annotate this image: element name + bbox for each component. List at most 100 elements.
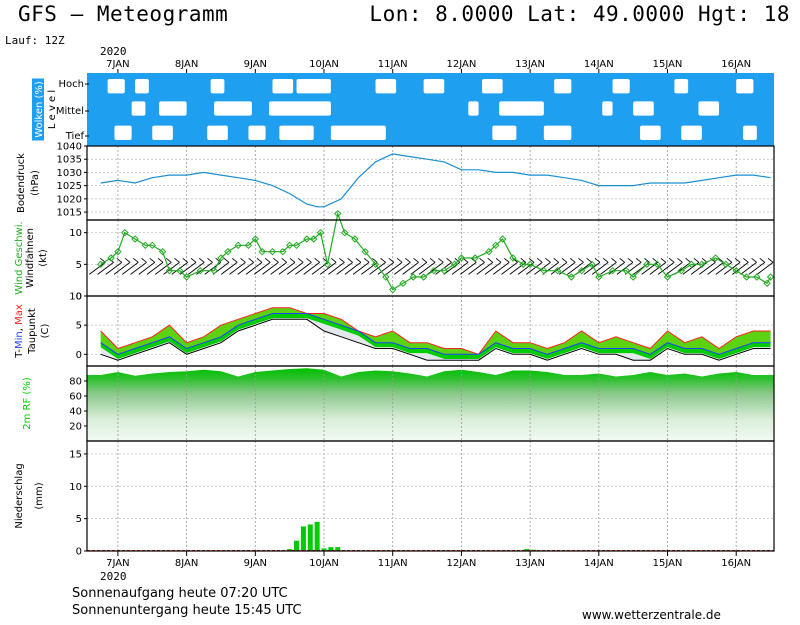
temp-range-fill-light: [100, 307, 771, 355]
wind-barb: [591, 261, 609, 275]
wind-point: [553, 266, 562, 275]
wind-barb-flag: [520, 257, 527, 263]
wind-barb: [278, 261, 296, 275]
rh-tick-label: 20: [69, 422, 82, 433]
wind-barb: [122, 261, 139, 275]
wind-barb: [154, 261, 172, 275]
wind-point: [234, 241, 242, 250]
wind-point: [279, 247, 287, 256]
wind-ylabel2-group: Windfahnen: [25, 228, 36, 288]
precip-tick-label: 10: [69, 482, 82, 493]
wind-barb-flag: [685, 257, 691, 263]
wind-point: [141, 241, 150, 250]
wind-point: [687, 260, 696, 269]
wind-barb: [361, 261, 378, 275]
pressure-tick-label: 1025: [57, 181, 82, 192]
wind-barb-flag: [355, 257, 362, 263]
pressure-tick-label: 1035: [57, 155, 82, 166]
wind-point: [389, 285, 397, 294]
wind-barb: [303, 261, 320, 275]
wind-point: [663, 273, 672, 281]
pressure-tick-label: 1020: [57, 194, 82, 205]
wind-barb-flag: [644, 257, 650, 263]
wind-barb-flag: [479, 257, 485, 263]
wind-barb-flag: [619, 257, 625, 263]
wind-point: [588, 260, 596, 269]
day-label-top: 12JAN: [447, 59, 477, 70]
cloud-gap: [269, 101, 331, 116]
wind-barb: [649, 261, 667, 275]
day-label-bottom: 7JAN: [106, 558, 129, 569]
wind-barb-flag: [314, 257, 320, 263]
wind-barb-flag: [668, 257, 675, 263]
cloud-gap: [131, 101, 146, 116]
wind-barb: [740, 261, 757, 275]
wind-barb: [756, 261, 774, 275]
cloud-gap: [698, 101, 720, 116]
cloud-gap: [210, 79, 225, 94]
wind-barb: [385, 261, 403, 275]
wind-point: [114, 247, 122, 256]
wind-barb-flag: [149, 257, 156, 263]
wind-barb: [550, 261, 568, 275]
cloud-level-label: Mittel: [56, 106, 84, 117]
wind-barb-flag: [693, 257, 700, 263]
wind-barb: [418, 261, 436, 275]
wind-point: [526, 260, 534, 269]
wind-barb-flag: [602, 257, 609, 263]
wind-point: [485, 247, 493, 256]
wind-barb-flag: [215, 257, 222, 263]
cloud-gap: [543, 125, 572, 140]
wind-point: [182, 273, 191, 281]
wind-barb: [377, 261, 395, 275]
cloud-gap: [330, 125, 386, 140]
wind-barb-flag: [223, 257, 230, 263]
cloud-gap: [602, 101, 613, 116]
wind-ylabel-group: Wind Geschwi.: [14, 221, 25, 294]
wind-barb: [427, 261, 444, 275]
wind-barb: [352, 261, 370, 275]
precip-bar: [294, 540, 300, 551]
precip-bar: [335, 547, 341, 551]
wind-barb-flag: [718, 257, 724, 263]
wind-barb-flag: [174, 257, 180, 263]
wind-barb-flag: [240, 257, 246, 263]
cloud-gap: [272, 79, 294, 94]
cloud-gap: [375, 79, 397, 94]
source-link[interactable]: www.wetterzentrale.de: [582, 608, 721, 622]
wind-point: [753, 273, 761, 281]
wind-point: [251, 235, 260, 243]
wind-barb: [295, 261, 312, 275]
day-label-top: 14JAN: [584, 59, 614, 70]
wind-barb-flag: [256, 257, 263, 263]
pressure-unit: (hPa): [30, 170, 41, 196]
cloud-gap: [482, 79, 503, 94]
rh-ylabel: 2m RF (%): [22, 377, 33, 430]
wind-barb: [328, 261, 345, 275]
wind-barb-flag: [339, 257, 345, 263]
cloud-gap: [107, 79, 125, 94]
pressure-ylabel-group: Bodendruck: [16, 153, 27, 213]
wind-barb-flag: [182, 257, 189, 263]
cloud-gap: [468, 101, 479, 116]
rh-tick-label: 80: [69, 377, 82, 388]
sunrise-text: Sonnenaufgang heute 07:20 UTC: [72, 586, 288, 601]
wind-barb-flag: [611, 257, 617, 263]
temp-unit-group: (C): [40, 324, 51, 339]
wind-barb: [699, 261, 716, 275]
rh-tick-label: 40: [69, 407, 82, 418]
cloud-gap: [492, 125, 517, 140]
wind-barb: [476, 261, 494, 275]
wind-barb-flag: [594, 257, 601, 263]
wind-point: [258, 247, 266, 256]
wind-point: [310, 235, 318, 243]
precip-ylabel-group: Niederschlag: [14, 463, 25, 528]
rh-tick-label: 60: [69, 392, 82, 403]
wind-barb: [666, 261, 683, 275]
wind-barb: [567, 261, 584, 275]
precip-bar: [300, 526, 306, 551]
day-label-top: 13JAN: [515, 59, 545, 70]
precip-tick-label: 0: [76, 547, 82, 558]
coordinates: Lon: 8.0000 Lat: 49.0000 Hgt: 18: [369, 2, 790, 26]
wind-barb: [163, 261, 180, 275]
